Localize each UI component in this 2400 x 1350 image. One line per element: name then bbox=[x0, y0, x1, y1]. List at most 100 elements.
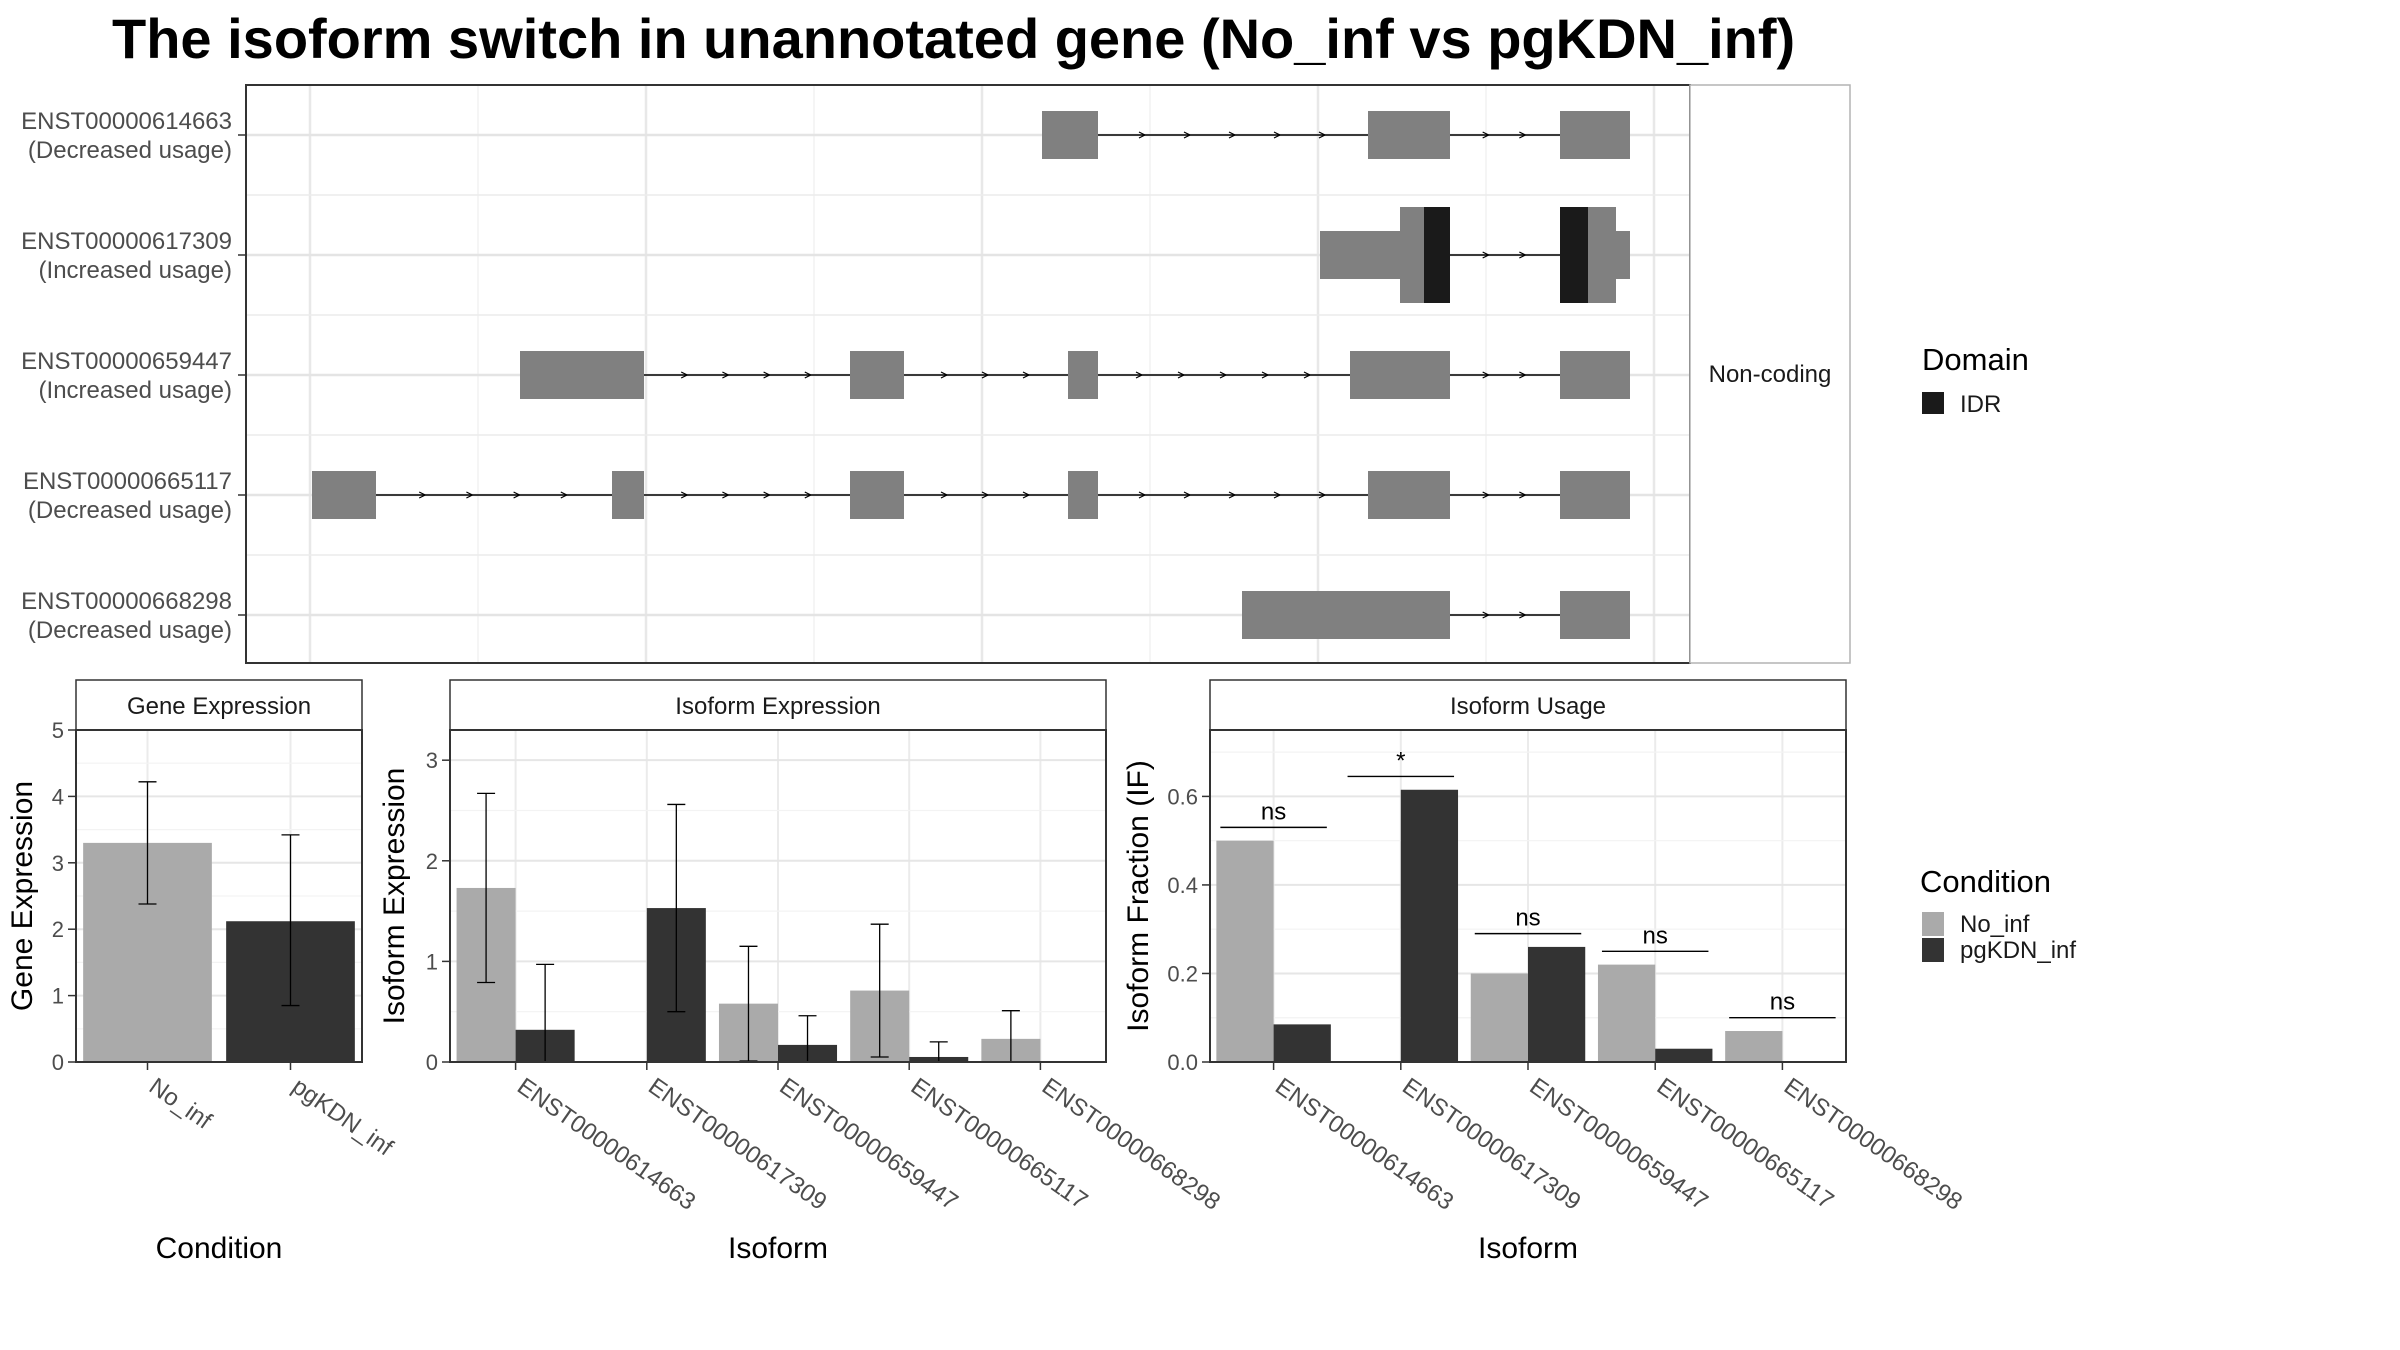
exon bbox=[312, 471, 376, 519]
x-axis-title: Isoform bbox=[1478, 1232, 1578, 1265]
intron-arrow bbox=[940, 491, 949, 499]
intron-arrow bbox=[1219, 371, 1228, 379]
gene-expression-panel: Gene Expression 0 1 2 3 4 5 No_inf pgKDN_inf Cond… bbox=[6, 679, 398, 1265]
domain-legend: Domain IDR bbox=[1922, 342, 2029, 418]
bar bbox=[1273, 1024, 1331, 1062]
intron-arrow bbox=[560, 491, 569, 499]
intron-arrow bbox=[680, 491, 689, 499]
exon bbox=[1560, 351, 1630, 399]
exon-cds bbox=[1400, 207, 1424, 303]
bar bbox=[1725, 1031, 1783, 1062]
figure-title: The isoform switch in unannotated gene (… bbox=[112, 7, 1795, 70]
intron-arrow bbox=[981, 491, 990, 499]
intron-arrow bbox=[763, 371, 771, 379]
transcript-usage-label: (Decreased usage) bbox=[28, 497, 232, 524]
intron-arrow bbox=[1519, 251, 1527, 259]
intron-arrow bbox=[1183, 131, 1192, 139]
intron-arrow bbox=[1482, 611, 1491, 619]
y-tick-label: 5 bbox=[52, 718, 64, 743]
significance-label: ns bbox=[1643, 922, 1668, 949]
intron-arrow bbox=[1519, 491, 1527, 499]
significance-label: ns bbox=[1261, 798, 1286, 825]
bar bbox=[1216, 840, 1274, 1062]
panel-title: Gene Expression bbox=[127, 693, 311, 720]
structure-strip bbox=[1689, 84, 1851, 664]
intron-arrow bbox=[1273, 131, 1282, 139]
intron-arrow bbox=[1482, 371, 1491, 379]
transcript-id-label: ENST00000665117 bbox=[23, 468, 232, 495]
intron-arrow bbox=[1135, 371, 1144, 379]
isoform-expression-panel: Isoform Expression0123ENST00000614663ENS… bbox=[378, 679, 1225, 1265]
condition-legend-label: pgKDN_inf bbox=[1960, 937, 2076, 964]
exon-utr bbox=[1320, 231, 1400, 279]
domain-legend-swatch bbox=[1922, 392, 1944, 414]
exon bbox=[1042, 111, 1098, 159]
intron-arrow bbox=[1318, 131, 1327, 139]
exon bbox=[1068, 351, 1098, 399]
intron-arrow bbox=[804, 371, 813, 379]
idr-domain bbox=[1424, 207, 1450, 303]
y-tick-label: 3 bbox=[426, 748, 438, 773]
bar bbox=[1655, 1048, 1713, 1062]
strip-label-non-coding: Non-coding bbox=[1709, 361, 1832, 388]
intron-arrow bbox=[1519, 611, 1527, 619]
y-axis-title: Isoform Fraction (IF) bbox=[1122, 760, 1155, 1032]
transcript-usage-label: (Decreased usage) bbox=[28, 617, 232, 644]
intron-arrow bbox=[981, 371, 990, 379]
intron-arrow bbox=[722, 371, 730, 379]
significance-label: ns bbox=[1770, 989, 1795, 1016]
intron-arrow bbox=[804, 491, 813, 499]
panel-strip bbox=[1209, 679, 1847, 731]
y-tick-label: 2 bbox=[426, 849, 438, 874]
intron-arrow bbox=[722, 491, 730, 499]
y-tick-label: 0.0 bbox=[1167, 1050, 1198, 1075]
significance-label: * bbox=[1396, 747, 1405, 774]
y-tick-label: 4 bbox=[52, 784, 64, 809]
panel-title: Isoform Expression bbox=[675, 693, 880, 720]
intron-arrow bbox=[1228, 491, 1237, 499]
y-tick-label: 2 bbox=[52, 917, 64, 942]
intron-arrow bbox=[1022, 491, 1031, 499]
intron-arrow bbox=[1318, 491, 1327, 499]
y-axis-title: Gene Expression bbox=[6, 781, 39, 1011]
exon bbox=[1560, 591, 1630, 639]
panel-strip bbox=[449, 679, 1107, 731]
exon bbox=[850, 471, 904, 519]
intron-arrow bbox=[513, 491, 521, 499]
exon-utr bbox=[1616, 231, 1630, 279]
exon bbox=[520, 351, 644, 399]
isoform-usage-panel: Isoform Usagens*nsnsns0.00.20.40.6ENST00… bbox=[1122, 679, 1967, 1265]
exon bbox=[1368, 471, 1450, 519]
transcript-usage-label: (Increased usage) bbox=[39, 377, 232, 404]
intron-arrow bbox=[1022, 371, 1031, 379]
bar bbox=[1400, 789, 1459, 1062]
transcript-id-label: ENST00000668298 bbox=[21, 588, 232, 615]
exon bbox=[850, 351, 904, 399]
intron-arrow bbox=[1138, 491, 1147, 499]
exon bbox=[1560, 471, 1630, 519]
x-axis-title: Isoform bbox=[728, 1232, 828, 1265]
intron-arrow bbox=[1303, 371, 1312, 379]
y-tick-label: 1 bbox=[52, 984, 64, 1009]
exon-cds bbox=[1588, 207, 1616, 303]
y-tick-label: 0 bbox=[52, 1050, 64, 1075]
idr-domain bbox=[1560, 207, 1588, 303]
intron-arrow bbox=[1177, 371, 1186, 379]
bar bbox=[1470, 973, 1528, 1062]
intron-arrow bbox=[418, 491, 427, 499]
transcript-id-label: ENST00000617309 bbox=[21, 228, 232, 255]
condition-legend-title: Condition bbox=[1920, 864, 2051, 899]
domain-legend-title: Domain bbox=[1922, 342, 2029, 377]
condition-legend-label: No_inf bbox=[1960, 911, 2030, 938]
intron-arrow bbox=[1519, 371, 1527, 379]
condition-legend-swatch bbox=[1922, 938, 1944, 962]
y-tick-label: 1 bbox=[426, 949, 438, 974]
significance-label: ns bbox=[1515, 905, 1540, 932]
y-axis-title: Isoform Expression bbox=[378, 768, 411, 1025]
exon bbox=[1560, 111, 1630, 159]
intron-arrow bbox=[1482, 131, 1491, 139]
y-tick-label: 0 bbox=[426, 1050, 438, 1075]
